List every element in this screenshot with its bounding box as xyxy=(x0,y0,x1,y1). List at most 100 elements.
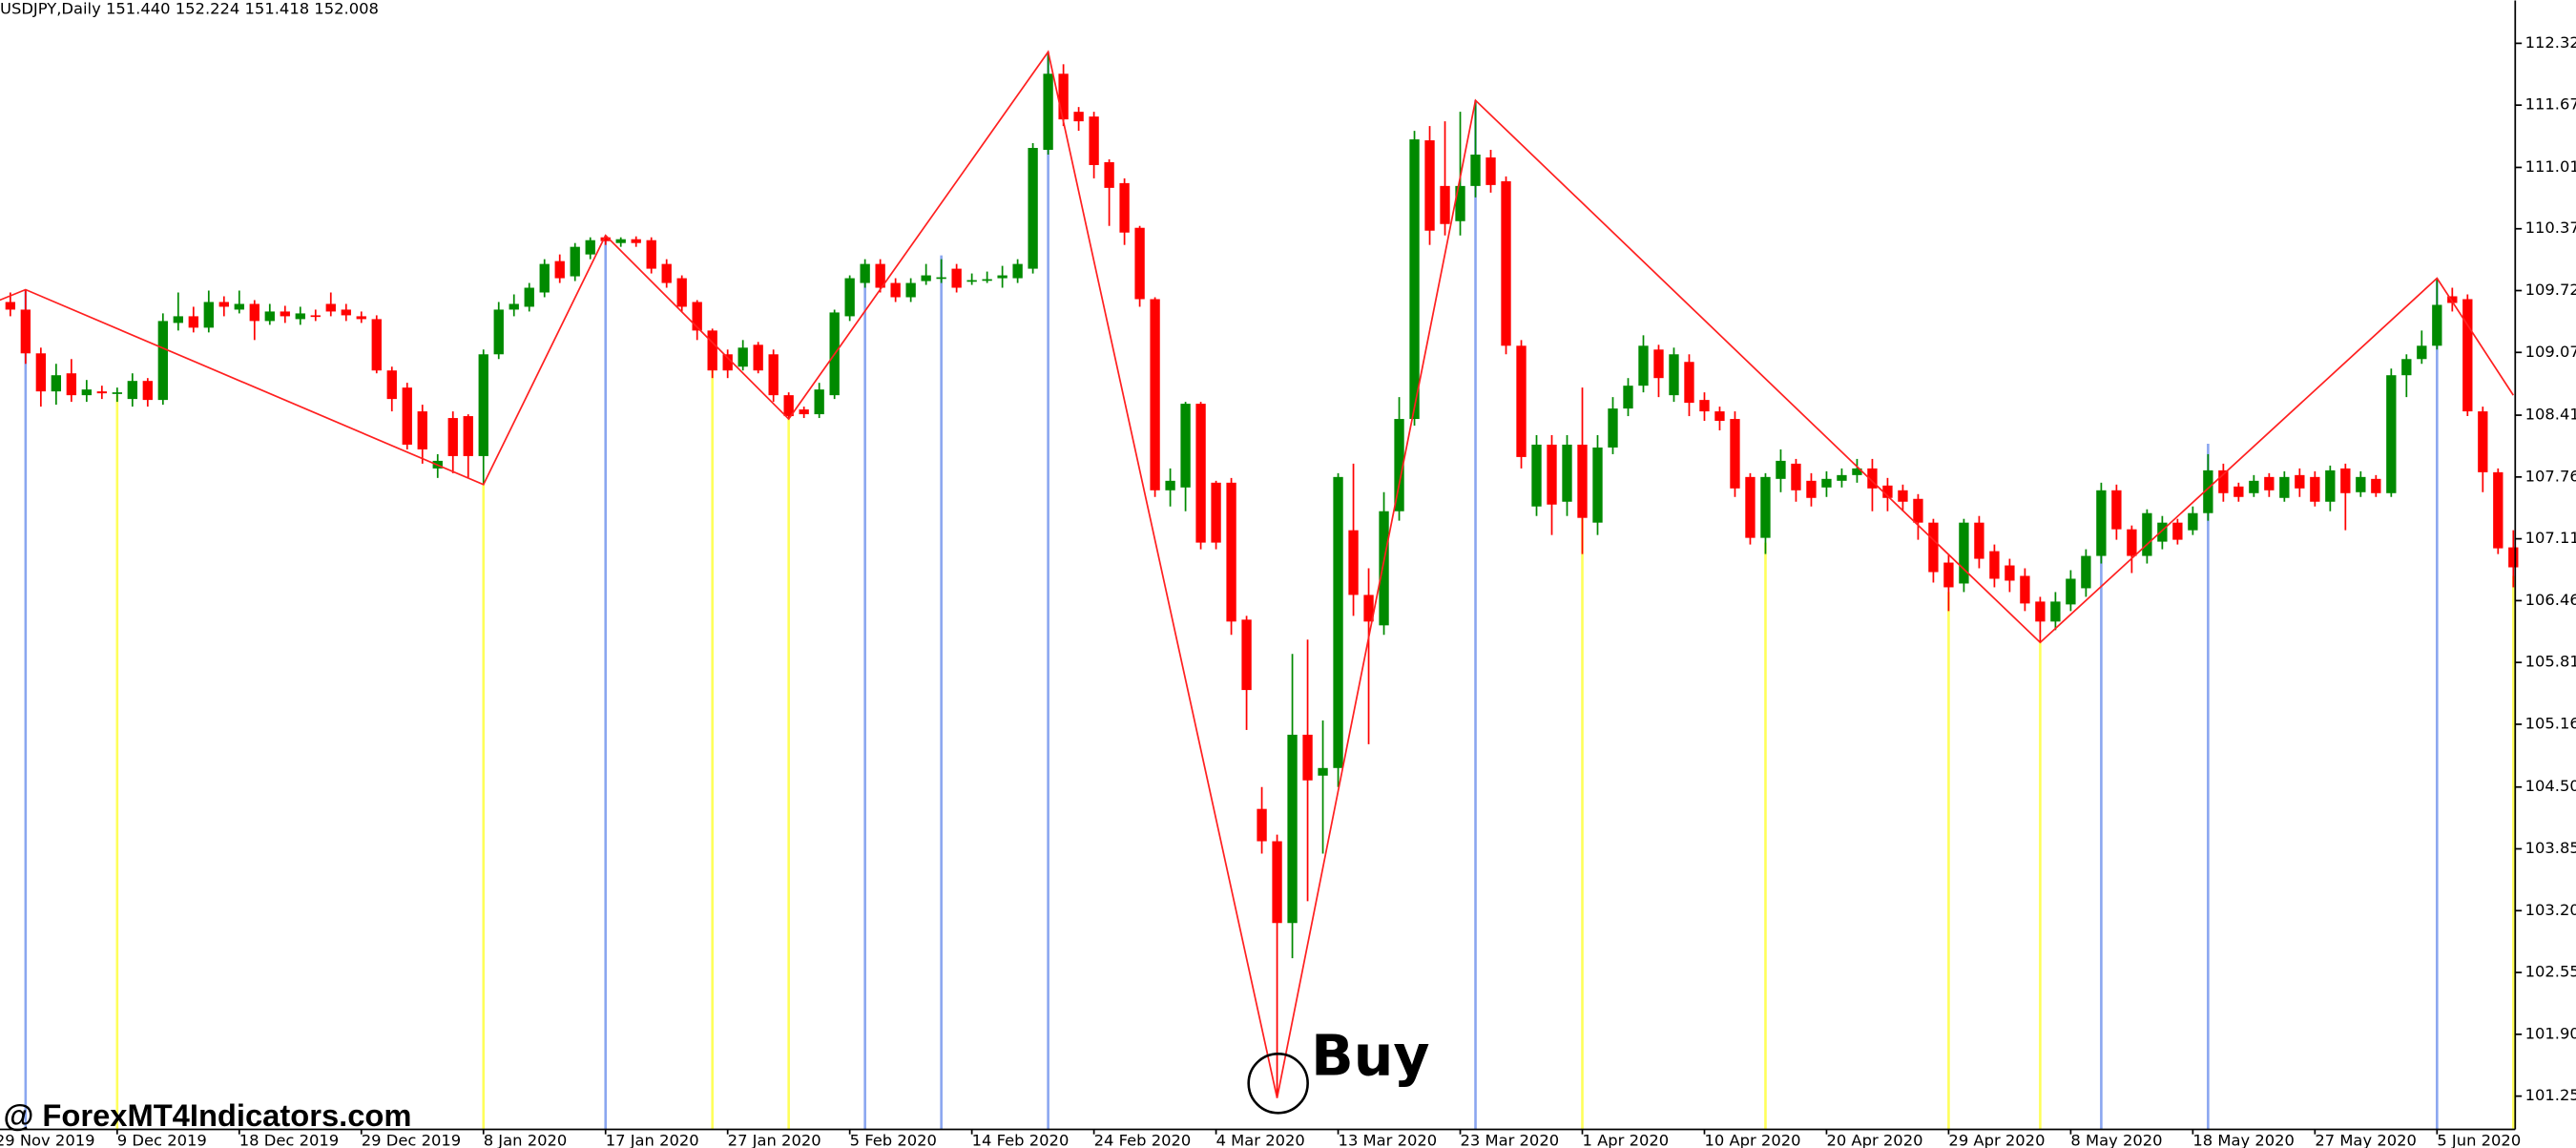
candle-body xyxy=(2127,529,2137,556)
candle-body xyxy=(295,313,305,320)
candle-body xyxy=(524,287,534,307)
candle-body xyxy=(2447,296,2458,303)
candle-body xyxy=(921,275,931,282)
candle-body xyxy=(280,311,290,317)
x-tick-label: 18 May 2020 xyxy=(2192,1132,2295,1148)
signal-layer xyxy=(24,52,2515,1130)
candle-body xyxy=(249,303,260,322)
candle-body xyxy=(402,387,412,445)
x-tick-label: 29 Nov 2019 xyxy=(0,1132,95,1148)
candle-body xyxy=(753,344,763,371)
candle-body xyxy=(1257,808,1267,842)
candle-body xyxy=(1318,767,1328,776)
candle-body xyxy=(1943,562,1954,588)
candle-body xyxy=(1867,468,1878,489)
y-tick-label: 105.810 xyxy=(2525,653,2576,671)
candle-body xyxy=(2157,522,2168,542)
x-tick-label: 23 Mar 2020 xyxy=(1461,1132,1560,1148)
candle-body xyxy=(600,237,611,241)
candle-body xyxy=(1134,227,1145,300)
candle-body xyxy=(1455,185,1465,221)
y-tick-label: 101.250 xyxy=(2525,1086,2576,1104)
candle-body xyxy=(1776,460,1786,479)
candle-body xyxy=(5,302,15,310)
candle-body xyxy=(264,311,275,322)
candle-body xyxy=(112,392,122,394)
chart-header: USDJPY,Daily 151.440 152.224 151.418 152… xyxy=(0,0,379,17)
candle-body xyxy=(1714,411,1725,422)
candle-body xyxy=(2325,470,2336,502)
x-tick-label: 20 Apr 2020 xyxy=(1826,1132,1922,1148)
candle-body xyxy=(1089,116,1099,165)
candle-body xyxy=(127,381,137,400)
candle-body xyxy=(875,263,885,288)
candle-body xyxy=(631,239,641,243)
candle-body xyxy=(783,395,794,417)
candle-body xyxy=(1211,482,1221,543)
candle-body xyxy=(2203,470,2213,513)
candle-body xyxy=(799,409,809,415)
watermark: @ ForexMT4Indicators.com xyxy=(3,1097,411,1133)
candle-body xyxy=(1791,463,1801,491)
candle-body xyxy=(2310,476,2320,502)
candle-body xyxy=(768,354,779,396)
y-tick-label: 109.720 xyxy=(2525,281,2576,299)
candle-body xyxy=(1470,154,1481,186)
x-tick-label: 5 Jun 2020 xyxy=(2437,1132,2521,1148)
candle-body xyxy=(1745,476,1755,538)
candle-body xyxy=(1638,345,1649,386)
x-tick-label: 27 Jan 2020 xyxy=(728,1132,821,1148)
candle-body xyxy=(1501,180,1511,346)
x-tick-label: 13 Mar 2020 xyxy=(1339,1132,1438,1148)
candle-body xyxy=(676,278,687,307)
candle-body xyxy=(1150,299,1160,491)
candle-body xyxy=(1440,185,1450,224)
x-tick-label: 18 Dec 2019 xyxy=(239,1132,339,1148)
candle-body xyxy=(356,316,366,320)
x-tick-label: 5 Feb 2020 xyxy=(850,1132,937,1148)
candle-body xyxy=(478,354,488,456)
candle-body xyxy=(341,309,351,316)
candle-body xyxy=(2417,345,2427,360)
candle-body xyxy=(1989,551,2000,579)
candle-body xyxy=(1882,485,1893,498)
candle-body xyxy=(51,375,61,392)
candle-body xyxy=(2188,512,2198,531)
candle-body xyxy=(844,278,855,317)
candle-body xyxy=(1806,480,1817,498)
y-tick-label: 111.670 xyxy=(2525,95,2576,114)
candle-body xyxy=(722,354,733,371)
candle-body xyxy=(447,418,458,456)
candle-body xyxy=(2111,490,2122,530)
candle-body xyxy=(35,353,46,392)
candle-body xyxy=(2493,471,2503,549)
candle-body xyxy=(1226,482,1236,622)
x-tick-label: 8 Jan 2020 xyxy=(484,1132,568,1148)
candle-body xyxy=(325,303,336,312)
candle-body xyxy=(2478,411,2488,472)
y-tick-label: 107.760 xyxy=(2525,467,2576,485)
candle-body xyxy=(1837,474,1847,481)
candle-body xyxy=(966,280,977,282)
candle-body xyxy=(234,303,244,310)
candle-body xyxy=(1531,444,1542,507)
candle-body xyxy=(1547,444,1557,505)
y-tick-label: 111.015 xyxy=(2525,157,2576,176)
y-tick-label: 109.070 xyxy=(2525,343,2576,361)
candle-body xyxy=(1302,734,1313,781)
y-tick-label: 107.110 xyxy=(2525,529,2576,547)
y-tick-label: 103.200 xyxy=(2525,901,2576,919)
candle-body xyxy=(1928,522,1939,573)
candle-body xyxy=(463,416,473,456)
candle-body xyxy=(2066,578,2076,605)
y-tick-label: 112.320 xyxy=(2525,33,2576,52)
candle-body xyxy=(142,381,153,401)
x-tick-label: 29 Apr 2020 xyxy=(1948,1132,2045,1148)
candle-body xyxy=(615,239,626,243)
candle-body xyxy=(2005,565,2015,581)
y-tick-label: 108.410 xyxy=(2525,406,2576,424)
x-tick-label: 4 Mar 2020 xyxy=(1216,1132,1305,1148)
